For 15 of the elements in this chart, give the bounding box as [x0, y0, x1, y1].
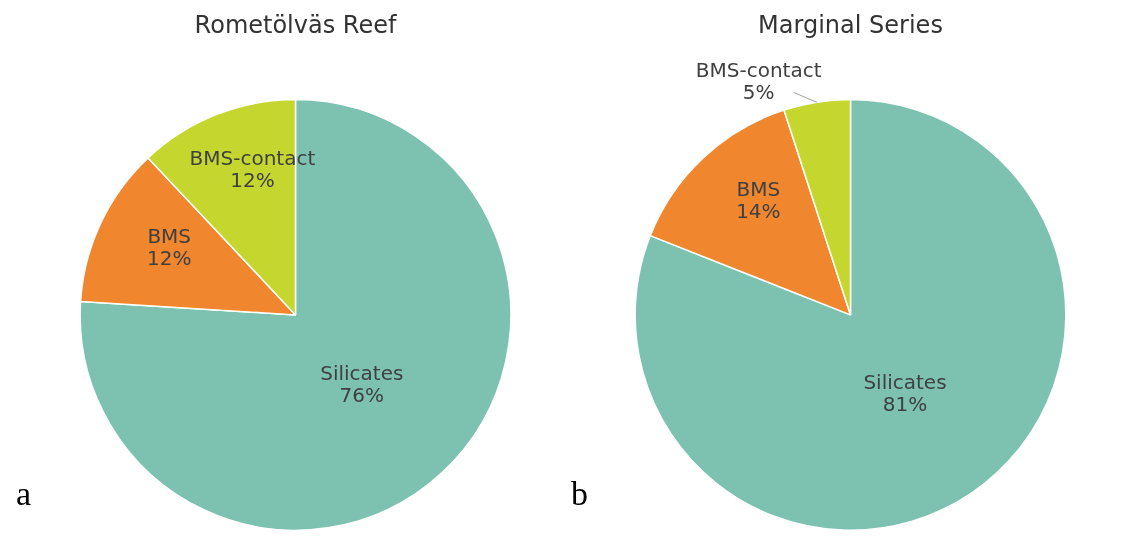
data-label: 14%: [736, 199, 781, 224]
text: b: [571, 474, 588, 512]
data-label: 5%: [742, 79, 775, 104]
data-label: 81%: [882, 392, 928, 417]
slice-label: BMS: [736, 177, 781, 202]
slice-label: Silicates: [320, 360, 404, 385]
data-label: 76%: [339, 382, 385, 407]
slice-label: Silicates: [863, 370, 947, 395]
chart-title: Rometölväs Reef: [194, 10, 397, 39]
slice-label: BMS: [147, 224, 192, 249]
data-label: 12%: [146, 246, 192, 271]
slice-label: BMS-contact: [695, 57, 822, 82]
chart-title: Marginal Series: [758, 10, 943, 39]
data-label: 12%: [230, 167, 275, 192]
text: a: [16, 474, 32, 512]
